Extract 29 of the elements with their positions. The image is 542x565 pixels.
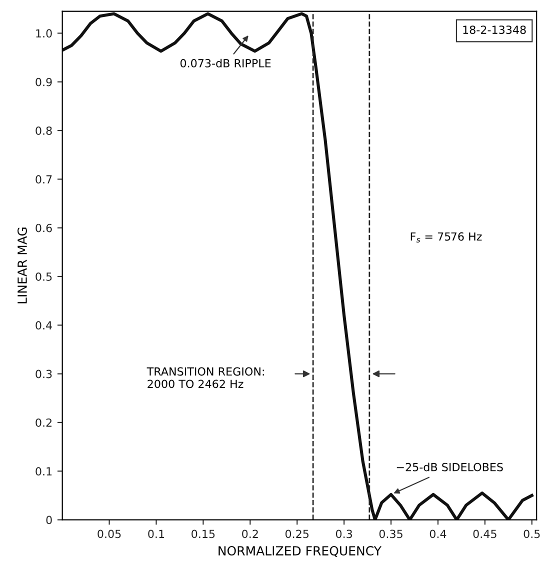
y-tick-label: 0.6 (36, 224, 52, 232)
x-tick-label: 0.4 (430, 530, 446, 538)
x-axis-title: NORMALIZED FREQUENCY (218, 546, 382, 557)
x-tick-label: 0.1 (148, 530, 164, 538)
x-tick-label: 0.5 (524, 530, 540, 538)
x-tick-label: 0.15 (192, 530, 215, 538)
annotation: 0.073-dB RIPPLE (180, 58, 271, 68)
annotation: 18-2-13348 (463, 26, 526, 34)
x-tick-label: 0.35 (379, 530, 402, 538)
y-tick-label: 0.2 (36, 418, 52, 427)
y-tick-label: 0.3 (36, 370, 52, 378)
x-tick-label: 0.2 (242, 530, 258, 538)
x-tick-label: 0.05 (98, 530, 121, 538)
y-tick-label: 0.8 (36, 126, 52, 135)
annotation: −25-dB SIDELOBES (396, 462, 503, 472)
y-tick-label: 0.9 (36, 78, 52, 86)
x-tick-label: 0.3 (336, 530, 352, 538)
line-series (62, 12, 534, 520)
y-tick-label: 0.5 (36, 272, 52, 281)
annotation: TRANSITION REGION: 2000 TO 2462 Hz (146, 367, 264, 388)
y-tick-label: 0.1 (36, 467, 52, 476)
x-tick-label: 0.25 (285, 530, 309, 538)
y-tick-label: 1.0 (36, 29, 52, 38)
y-tick-label: 0 (46, 516, 52, 524)
y-axis-title: LINEAR MAG (18, 228, 27, 304)
x-tick-label: 0.45 (473, 530, 496, 538)
y-tick-label: 0.7 (36, 175, 52, 184)
y-tick-label: 0.4 (36, 321, 52, 330)
annotation: F$_{s}$ = 7576 Hz (410, 232, 482, 242)
